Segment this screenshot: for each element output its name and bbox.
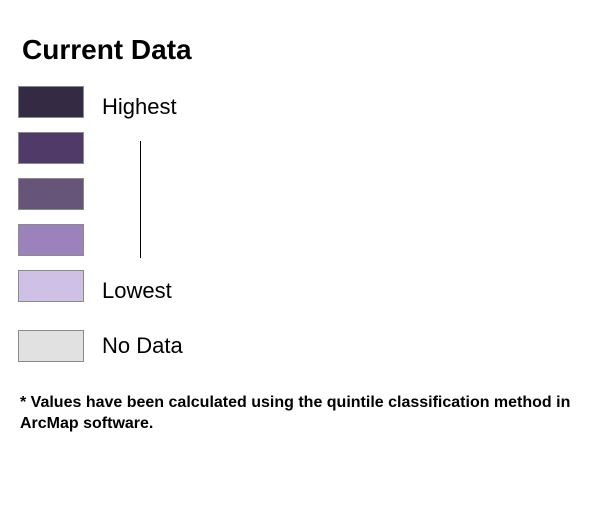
legend-label-lowest: Lowest xyxy=(102,278,172,303)
legend-label-no-data: No Data xyxy=(102,333,183,358)
legend-swatch-highest xyxy=(18,86,84,118)
legend-title: Current Data xyxy=(22,34,192,65)
legend-label-highest: Highest xyxy=(102,94,177,119)
legend-swatch-lowest xyxy=(18,270,84,302)
legend-footnote: * Values have been calculated using the … xyxy=(20,394,571,432)
legend-range-connector-line xyxy=(140,141,141,258)
legend-swatch-class-3 xyxy=(18,178,84,210)
legend-swatch-class-2 xyxy=(18,132,84,164)
legend-swatch-no-data xyxy=(18,330,84,362)
legend-swatch-class-4 xyxy=(18,224,84,256)
